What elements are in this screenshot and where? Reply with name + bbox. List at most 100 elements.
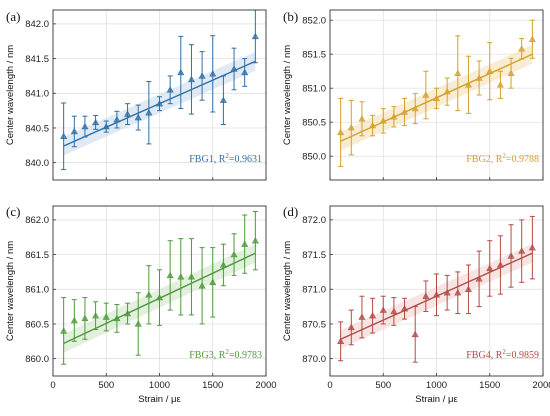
data-point — [145, 291, 153, 298]
y-tick-label: 872.0 — [302, 215, 326, 226]
data-point — [124, 110, 132, 117]
fit-line — [63, 60, 256, 147]
x-axis-label: Strain / με — [138, 394, 181, 405]
legend-value: =0.9859 — [506, 350, 539, 361]
data-point — [177, 273, 185, 280]
data-point — [454, 69, 462, 76]
data-point — [92, 312, 100, 319]
x-tick-label: 0 — [327, 380, 332, 391]
y-tick-label: 851.5 — [302, 50, 326, 61]
y-axis-label: Center wavelength / nm — [5, 241, 16, 341]
legend-value: =0.9788 — [506, 154, 539, 165]
data-point — [454, 289, 462, 296]
y-tick-label: 852.0 — [302, 16, 326, 27]
y-tick-label: 860.5 — [25, 319, 49, 330]
data-point — [241, 240, 249, 247]
legend-name: FBG1, R — [189, 154, 225, 165]
data-point — [347, 124, 355, 131]
x-tick-label: 2000 — [532, 380, 550, 391]
data-point — [81, 122, 89, 130]
data-point — [70, 127, 78, 135]
data-point — [70, 316, 78, 324]
y-axis-label: Center wavelength / nm — [5, 45, 16, 145]
data-point — [422, 292, 430, 299]
legend-value: =0.9783 — [229, 350, 262, 361]
y-tick-label: 840.5 — [25, 123, 49, 134]
data-point — [475, 275, 483, 282]
data-point — [251, 237, 259, 244]
x-axis-label: Strain / με — [415, 394, 458, 405]
data-point — [358, 115, 366, 122]
data-point — [241, 68, 249, 76]
panel-b: 850.0 850.5 851.0 851.5 852.0 Center waveleng… — [282, 9, 544, 181]
legend-sup: 2 — [502, 152, 506, 160]
legend-name: FBG2, R — [466, 154, 502, 165]
data-point — [507, 252, 515, 259]
legend-label: FBG1, R2=0.9631 — [189, 152, 262, 165]
x-tick-label: 1500 — [202, 380, 223, 391]
data-point — [390, 307, 398, 315]
data-point — [528, 35, 536, 42]
data-point — [528, 244, 536, 251]
data-point — [347, 323, 355, 331]
y-tick-label: 862.0 — [25, 215, 49, 226]
y-tick-label: 840.0 — [25, 158, 49, 169]
y-tick-label: 870.0 — [302, 354, 326, 365]
data-point — [187, 273, 195, 280]
legend-value: =0.9631 — [229, 154, 262, 165]
legend-sup: 2 — [225, 348, 229, 356]
y-tick-label: 861.5 — [25, 250, 49, 261]
data-point — [145, 109, 153, 116]
data-point — [486, 264, 494, 272]
panel-d: 0 500 1000 1500 2000 870.0 870.5 871.0 871.5 872.… — [282, 204, 550, 405]
panel-label: (b) — [283, 9, 298, 24]
data-point — [219, 96, 227, 103]
legend-sup: 2 — [225, 152, 229, 160]
y-tick-label: 850.0 — [302, 152, 326, 163]
legend-name: FBG4, R — [466, 350, 502, 361]
x-tick-label: 1000 — [149, 380, 170, 391]
legend-label: FBG4, R2=0.9859 — [466, 348, 539, 361]
data-point — [219, 261, 227, 268]
y-tick-label: 842.0 — [25, 19, 49, 30]
data-point — [422, 91, 430, 98]
x-tick-label: 2000 — [255, 380, 276, 391]
y-tick-label: 841.5 — [25, 54, 49, 65]
data-point — [134, 113, 142, 121]
legend-sup: 2 — [502, 348, 506, 356]
x-tick-label: 0 — [50, 380, 55, 391]
data-point — [187, 75, 195, 83]
y-tick-label: 870.5 — [302, 319, 326, 330]
legend-label: FBG2, R2=0.9788 — [466, 152, 539, 165]
y-tick-label: 841.0 — [25, 89, 49, 100]
panel-label: (d) — [283, 204, 298, 219]
x-tick-label: 500 — [375, 380, 391, 391]
data-point — [177, 68, 185, 76]
data-point — [358, 313, 366, 320]
data-point — [134, 320, 142, 327]
data-point — [230, 250, 238, 258]
data-point — [209, 278, 217, 286]
y-tick-label: 850.5 — [302, 118, 326, 129]
data-point — [166, 271, 174, 279]
legend-label: FBG3, R2=0.9783 — [189, 348, 262, 361]
x-tick-label: 1500 — [479, 380, 500, 391]
fit-line — [63, 252, 256, 345]
data-point — [198, 72, 206, 79]
y-tick-label: 851.0 — [302, 84, 326, 95]
x-tick-label: 500 — [98, 380, 114, 391]
legend-name: FBG3, R — [189, 350, 225, 361]
data-point — [464, 285, 472, 292]
data-point — [166, 86, 174, 93]
data-point — [337, 128, 345, 136]
data-point — [102, 313, 110, 320]
panel-a: 840.0 840.5 841.0 841.5 842.0 Center waveleng… — [5, 9, 267, 181]
y-tick-label: 860.0 — [25, 354, 49, 365]
data-point — [209, 70, 217, 77]
y-axis-label: Center wavelength / nm — [282, 45, 293, 145]
data-point — [60, 327, 68, 334]
data-point — [92, 118, 100, 126]
y-tick-label: 861.0 — [25, 285, 49, 296]
fit-line — [340, 53, 533, 142]
